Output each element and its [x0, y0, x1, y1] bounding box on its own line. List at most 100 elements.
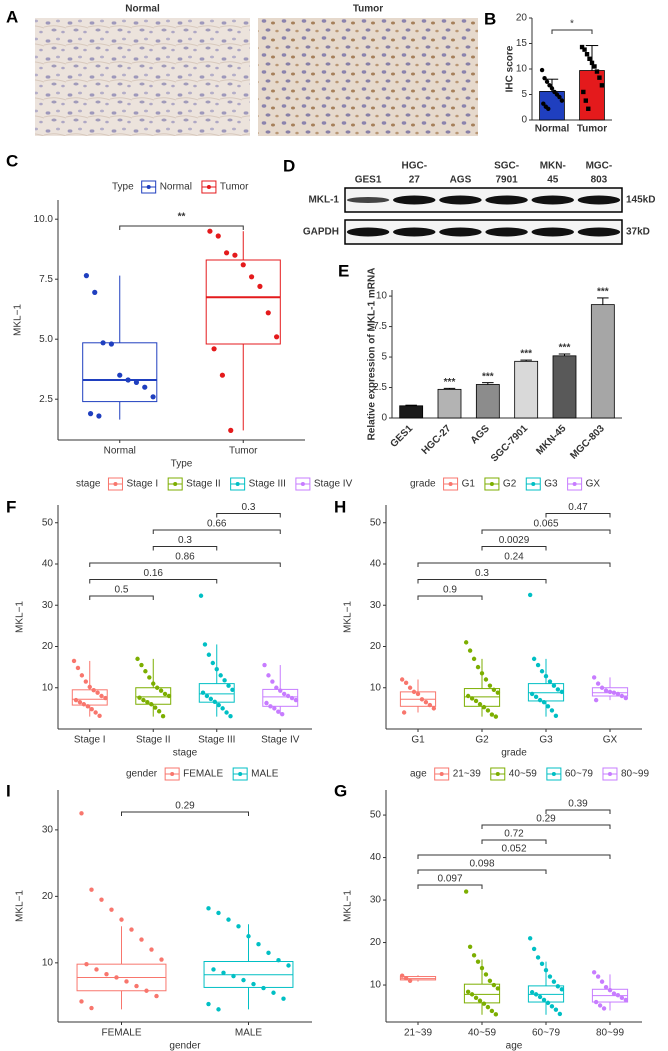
data-point — [597, 75, 602, 80]
comparison-bracket — [152, 529, 281, 534]
legend-title: gender — [126, 769, 158, 780]
data-point — [158, 688, 164, 693]
lane-label: 803 — [591, 175, 608, 186]
data-point — [481, 1001, 487, 1006]
data-point — [280, 711, 285, 717]
comparison-label: 0.065 — [533, 519, 558, 530]
y-tick-label: 20 — [42, 641, 54, 652]
data-point — [228, 714, 233, 719]
data-point — [479, 965, 485, 971]
image-title: Normal — [125, 4, 160, 15]
y-tick-label: 20 — [42, 891, 54, 902]
y-tick-label: 5 — [521, 89, 527, 100]
data-point — [226, 683, 231, 688]
y-tick-label: 10 — [42, 682, 54, 693]
legend-key-dot — [448, 482, 453, 486]
data-point — [89, 1005, 94, 1011]
legend-key-dot — [300, 482, 305, 486]
y-axis-label: MKL−1 — [15, 890, 26, 922]
x-tick-label: 80~99 — [596, 1028, 625, 1039]
data-point — [230, 687, 235, 693]
data-point — [469, 696, 475, 701]
histology-image — [35, 18, 250, 136]
size-label: 37kD — [626, 227, 650, 238]
data-point — [210, 660, 216, 666]
data-point — [87, 684, 92, 690]
data-point — [475, 664, 481, 670]
data-point — [495, 690, 501, 695]
x-tick-label: 40~59 — [468, 1028, 497, 1039]
data-point — [147, 675, 152, 680]
legend-key-dot — [235, 482, 240, 486]
data-point — [204, 693, 210, 699]
data-point — [477, 998, 483, 1003]
data-point — [208, 696, 214, 702]
y-tick-label: 5.0 — [39, 334, 53, 345]
data-point — [583, 98, 588, 103]
data-point — [274, 685, 279, 690]
data-point — [487, 683, 493, 688]
data-point — [475, 959, 481, 964]
panel-letter: F — [6, 497, 16, 516]
lane-label: 45 — [547, 175, 559, 186]
data-point — [607, 689, 613, 695]
data-point — [166, 693, 172, 699]
data-point — [549, 1004, 555, 1009]
blot-band — [577, 195, 621, 205]
legend-label: Tumor — [220, 182, 249, 193]
legend-label: 80~99 — [621, 769, 650, 780]
legend-key-dot — [551, 772, 556, 776]
lane-label: GES1 — [355, 175, 382, 186]
data-point — [537, 994, 543, 1000]
blot-band — [485, 195, 528, 205]
legend-key-dot — [146, 185, 151, 189]
data-point — [104, 971, 109, 977]
data-point — [224, 710, 229, 715]
data-point — [533, 992, 539, 997]
data-point — [559, 98, 565, 103]
data-point — [555, 984, 561, 989]
data-point — [75, 665, 81, 671]
data-point — [79, 811, 84, 816]
lane-label: SGC- — [494, 161, 519, 172]
data-point — [541, 101, 546, 106]
data-point — [483, 972, 489, 977]
data-point — [271, 990, 276, 995]
data-point — [559, 689, 565, 695]
x-tick-label: Stage II — [136, 735, 170, 746]
data-point — [228, 427, 234, 433]
legend-key-dot — [206, 185, 211, 189]
legend-label: 60~79 — [565, 769, 594, 780]
x-axis-label: Type — [171, 459, 193, 470]
comparison-bracket — [417, 884, 483, 889]
data-point — [399, 677, 405, 682]
y-axis-label: IHC score — [505, 45, 516, 92]
lane-label: 27 — [409, 175, 421, 186]
data-point — [221, 970, 226, 976]
lane-label: AGS — [450, 175, 472, 186]
comparison-bracket — [481, 546, 547, 551]
comparison-label: 0.097 — [437, 874, 462, 885]
data-point — [599, 979, 605, 984]
y-tick-label: 10 — [370, 980, 382, 991]
data-point — [226, 917, 231, 922]
y-axis-label: MKL−1 — [13, 304, 24, 336]
data-point — [268, 704, 273, 709]
y-tick-label: 7.5 — [373, 321, 387, 332]
data-point — [92, 289, 98, 295]
y-tick-label: 0 — [521, 115, 527, 126]
data-point — [595, 681, 601, 686]
panel-letter: C — [6, 151, 18, 170]
panel-letter: A — [6, 7, 18, 26]
data-point — [483, 677, 489, 682]
comparison-label: 0.29 — [175, 801, 195, 812]
data-point — [559, 987, 565, 992]
data-point — [143, 669, 148, 674]
blot-strip — [344, 187, 623, 213]
y-tick-label: 30 — [370, 895, 382, 906]
data-point — [471, 656, 477, 662]
data-point — [89, 887, 94, 892]
data-point — [231, 973, 236, 979]
data-point — [94, 967, 99, 972]
data-point — [544, 79, 550, 84]
